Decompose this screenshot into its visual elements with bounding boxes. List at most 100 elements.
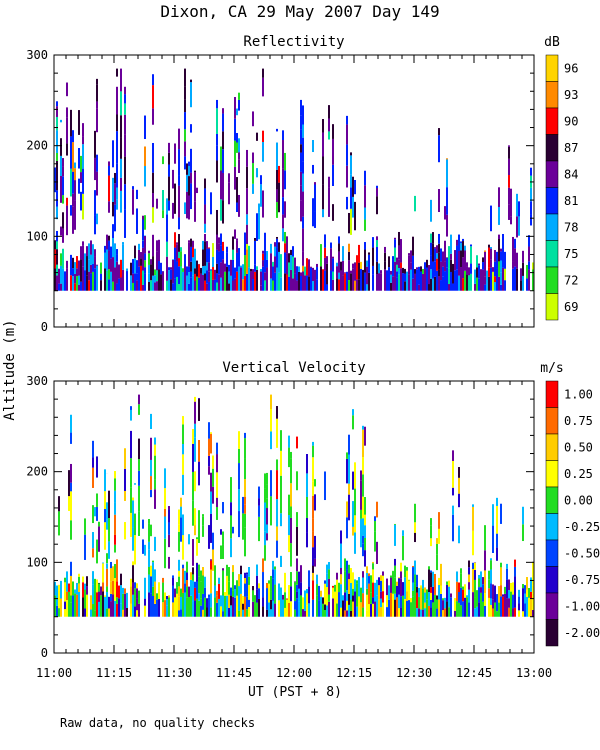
data-cell — [532, 262, 534, 270]
data-cell — [490, 205, 492, 232]
data-cell — [246, 273, 248, 291]
data-cell — [364, 207, 366, 220]
data-cell — [132, 273, 134, 283]
data-cell — [224, 595, 226, 617]
data-cell — [376, 541, 378, 564]
data-cell — [200, 267, 202, 274]
data-cell — [420, 587, 422, 610]
data-cell — [254, 237, 256, 241]
data-cell — [348, 573, 350, 580]
data-cell — [380, 580, 382, 592]
data-cell — [90, 254, 92, 265]
data-cell — [172, 202, 174, 219]
colorbar-swatch — [545, 107, 559, 135]
data-cell — [184, 68, 186, 87]
data-cell — [438, 189, 440, 213]
data-cell — [104, 595, 106, 597]
data-cell — [316, 584, 318, 596]
data-cell — [94, 268, 96, 291]
data-cell — [290, 483, 292, 507]
colorbar-swatch — [545, 592, 559, 620]
data-cell — [150, 280, 152, 291]
data-cell — [316, 595, 318, 617]
data-cell — [216, 497, 218, 508]
data-cell — [158, 261, 160, 270]
data-cell — [278, 272, 280, 291]
data-cell — [74, 168, 76, 181]
data-cell — [506, 598, 508, 617]
data-cell — [264, 280, 266, 291]
data-cell — [270, 599, 272, 610]
data-cell — [132, 594, 134, 617]
data-cell — [458, 582, 460, 592]
data-cell — [440, 280, 442, 291]
data-cell — [150, 459, 152, 477]
data-cell — [320, 266, 322, 291]
data-cell — [216, 133, 218, 146]
data-cell — [172, 283, 174, 291]
data-cell — [296, 591, 298, 599]
data-cell — [296, 266, 298, 281]
data-cell — [200, 598, 202, 606]
data-cell — [132, 186, 134, 190]
data-cell — [234, 585, 236, 590]
data-cell — [230, 587, 232, 596]
data-cell — [178, 251, 180, 259]
data-cell — [324, 471, 326, 501]
data-cell — [124, 593, 126, 617]
data-cell — [116, 581, 118, 598]
data-cell — [98, 582, 100, 584]
data-cell — [408, 253, 410, 256]
data-cell — [340, 543, 342, 568]
data-cell — [270, 470, 272, 497]
data-cell — [338, 236, 340, 244]
data-cell — [106, 249, 108, 271]
data-cell — [166, 241, 168, 257]
data-cell — [198, 564, 200, 577]
data-cell — [124, 490, 126, 501]
data-cell — [78, 110, 80, 135]
data-cell — [422, 579, 424, 589]
data-cell — [272, 261, 274, 267]
data-cell — [182, 568, 184, 593]
data-cell — [438, 599, 440, 617]
data-cell — [90, 609, 92, 617]
data-cell — [96, 171, 98, 196]
data-cell — [130, 275, 132, 291]
data-cell — [504, 280, 506, 291]
data-cell — [108, 490, 110, 519]
data-cell — [288, 276, 290, 291]
data-cell — [118, 265, 120, 279]
data-cell — [452, 514, 454, 542]
data-cell — [494, 282, 496, 291]
data-cell — [104, 469, 106, 492]
data-cell — [174, 588, 176, 598]
data-cell — [168, 200, 170, 211]
data-cell — [222, 172, 224, 201]
data-cell — [512, 608, 514, 617]
data-cell — [68, 470, 70, 497]
data-cell — [474, 579, 476, 598]
data-cell — [104, 245, 106, 253]
data-cell — [354, 579, 356, 592]
data-cell — [110, 258, 112, 272]
data-cell — [176, 244, 178, 262]
data-cell — [92, 440, 94, 458]
data-cell — [314, 211, 316, 228]
data-cell — [410, 269, 412, 291]
colorbar-label: -0.75 — [564, 573, 600, 587]
data-cell — [426, 589, 428, 600]
data-cell — [502, 233, 504, 250]
data-cell — [222, 259, 224, 277]
data-cell — [78, 284, 80, 291]
data-cell — [468, 574, 470, 583]
data-cell — [168, 595, 170, 598]
data-cell — [64, 577, 66, 583]
data-cell — [484, 593, 486, 606]
data-cell — [328, 105, 330, 119]
data-cell — [230, 477, 232, 503]
data-cell — [126, 271, 128, 291]
data-cell — [480, 571, 482, 588]
